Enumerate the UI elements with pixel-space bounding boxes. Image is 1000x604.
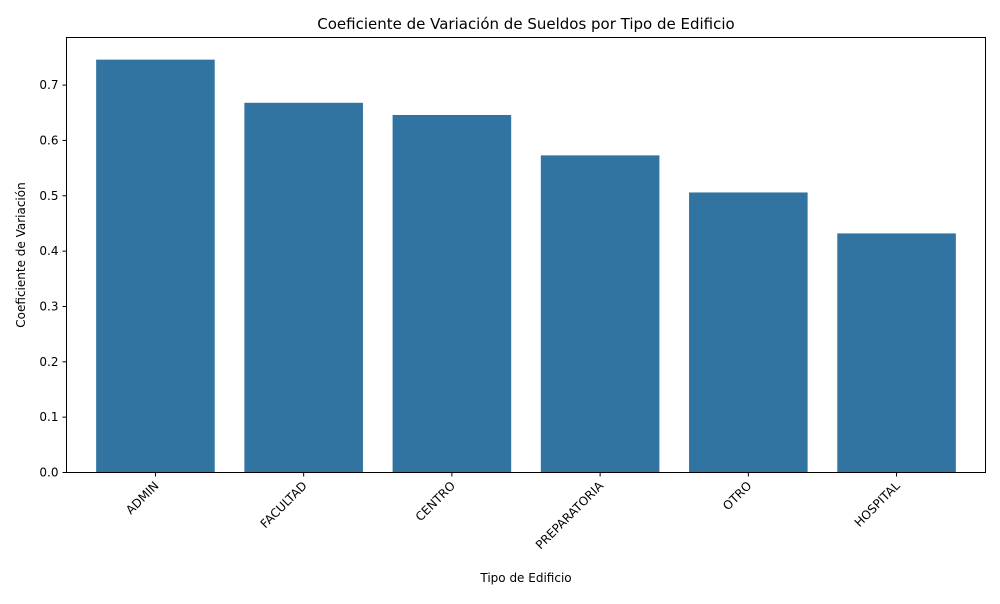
bar-otro — [689, 192, 808, 473]
bar-hospital — [837, 233, 956, 473]
x-tick-label: CENTRO — [413, 479, 458, 524]
x-axis-label: Tipo de Edificio — [479, 571, 571, 585]
x-tick-label: HOSPITAL — [852, 479, 903, 530]
chart-title: Coeficiente de Variación de Sueldos por … — [317, 15, 734, 33]
x-tick-label: ADMIN — [123, 479, 161, 517]
y-tick-label: 0.1 — [39, 410, 58, 424]
x-tick-label: PREPARATORIA — [533, 478, 607, 552]
x-axis: ADMIN FACULTAD CENTRO PREPARATORIA OTRO HOSPI… — [123, 472, 903, 552]
y-tick-label: 0.2 — [39, 355, 58, 369]
y-tick-label: 0.4 — [39, 244, 58, 258]
y-axis: 0.0 0.1 0.2 0.3 0.4 0.5 0.6 0.7 — [39, 78, 67, 480]
bar-centro — [392, 114, 512, 473]
y-tick-label: 0.3 — [39, 299, 58, 313]
x-tick-label: FACULTAD — [258, 479, 310, 531]
bar-admin — [96, 59, 215, 473]
plot-frame — [66, 37, 986, 473]
x-tick-label: OTRO — [720, 479, 754, 513]
y-tick-label: 0.6 — [39, 133, 58, 147]
bars-group — [96, 59, 956, 473]
y-tick-label: 0.0 — [39, 466, 58, 480]
bar-facultad — [244, 102, 363, 473]
y-axis-label: Coeficiente de Variación — [14, 182, 28, 327]
bar-preparatoria — [540, 155, 660, 473]
y-tick-label: 0.5 — [39, 189, 58, 203]
y-tick-label: 0.7 — [39, 78, 58, 92]
